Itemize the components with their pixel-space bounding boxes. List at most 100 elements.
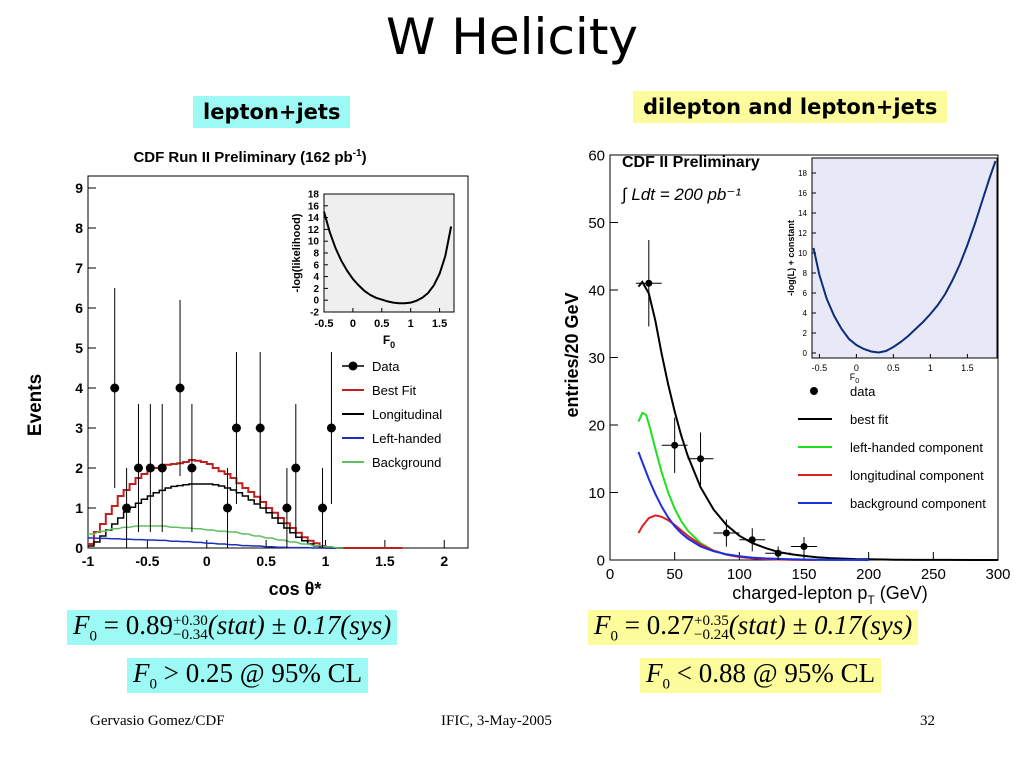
rhs-x-tick-label: 150 bbox=[791, 566, 816, 583]
rhs-x-tick-label: 200 bbox=[856, 566, 881, 583]
lhs-data-point bbox=[318, 503, 328, 513]
lhs-data-point bbox=[133, 463, 143, 473]
lhs-inset-y-tick-label: 10 bbox=[308, 237, 320, 248]
rhs-inset-y-tick-label: 16 bbox=[798, 189, 807, 198]
lhs-data-point bbox=[122, 503, 132, 513]
rhs-inset-xlabel: F0 bbox=[850, 372, 860, 385]
lhs-inset-y-tick-label: 12 bbox=[308, 225, 320, 236]
rhs-inset-x-tick-label: 0 bbox=[854, 363, 859, 373]
legend-label: best fit bbox=[850, 412, 889, 427]
lhs-data-point bbox=[231, 423, 241, 433]
legend-label: Left-handed bbox=[372, 431, 441, 446]
lhs-x-tick-label: 1.5 bbox=[375, 553, 395, 569]
lhs-y-tick-label: 7 bbox=[75, 260, 83, 276]
rhs-inset-y-tick-label: 0 bbox=[803, 349, 808, 358]
rhs-data-point bbox=[748, 536, 756, 544]
lhs-f0-limit: F0 > 0.25 @ 95% CL bbox=[127, 658, 369, 694]
lhs-likelihood-inset: -0.5 0 0.5 1 1.5-2024681012141618F0-log(like… bbox=[291, 190, 455, 350]
rhs-inset-likelihood-curve bbox=[812, 160, 997, 354]
dilepton-label: dilepton and lepton+jets bbox=[633, 91, 948, 123]
lhs-x-tick-label: 1 bbox=[322, 553, 330, 569]
rhs-chart-title: CDF II Preliminary bbox=[622, 154, 760, 171]
legend-label: Data bbox=[372, 359, 400, 374]
rhs-xlabel: charged-lepton pT (GeV) bbox=[732, 583, 927, 607]
rhs-y-tick-label: 60 bbox=[588, 147, 605, 164]
rhs-inset-y-tick-label: 10 bbox=[798, 249, 807, 258]
rhs-x-tick-label: 50 bbox=[666, 566, 683, 583]
lhs-inset-y-tick-label: 6 bbox=[313, 260, 319, 271]
lhs-inset-x-tick-label: 1 bbox=[408, 318, 414, 330]
lhs-x-tick-label: 0 bbox=[203, 553, 211, 569]
lhs-inset-xlabel: F0 bbox=[383, 333, 395, 350]
rhs-y-tick-label: 40 bbox=[588, 282, 605, 299]
lhs-ylabel: Events bbox=[25, 374, 46, 436]
lhs-inset-x-tick-label: -0.5 bbox=[315, 318, 334, 330]
rhs-data-point bbox=[645, 279, 653, 287]
lhs-inset-y-tick-label: 16 bbox=[308, 201, 320, 212]
lhs-inset-likelihood-curve bbox=[323, 211, 453, 305]
lhs-inset-y-tick-label: -2 bbox=[310, 308, 319, 319]
lhs-series-background bbox=[88, 525, 344, 549]
rhs-f0-result: F0 = 0.27 +0.35 −0.24 (stat) ± 0.17(sys) bbox=[588, 610, 919, 646]
lhs-inset-y-tick-label: 0 bbox=[313, 296, 319, 307]
lepton-jets-label: lepton+jets bbox=[193, 96, 351, 128]
lhs-inset-frame bbox=[323, 193, 455, 313]
rhs-series-best-fit bbox=[637, 280, 998, 561]
lhs-data-point bbox=[175, 383, 185, 393]
lhs-x-tick-label: 2 bbox=[440, 553, 448, 569]
rhs-x-tick-label: 300 bbox=[985, 566, 1010, 583]
rhs-x-tick-label: 100 bbox=[727, 566, 752, 583]
lhs-series-left-handed bbox=[88, 537, 344, 549]
rhs-data-point bbox=[774, 549, 782, 557]
lhs-x-tick-label: -1 bbox=[82, 553, 95, 569]
legend-data-marker bbox=[348, 361, 358, 371]
rhs-y-tick-label: 30 bbox=[588, 350, 605, 367]
rhs-y-tick-label: 10 bbox=[588, 485, 605, 502]
lhs-data-point bbox=[326, 423, 336, 433]
rhs-data-point bbox=[697, 455, 705, 463]
rhs-data-point bbox=[671, 441, 679, 449]
lhs-y-tick-label: 8 bbox=[75, 220, 83, 236]
rhs-inset-y-tick-label: 12 bbox=[798, 229, 807, 238]
lhs-data-point bbox=[255, 423, 265, 433]
legend-label: Longitudinal bbox=[372, 407, 442, 422]
rhs-y-tick-label: 20 bbox=[588, 417, 605, 434]
lhs-x-tick-label: 0.5 bbox=[256, 553, 276, 569]
lhs-chart-title: CDF Run II Preliminary (162 pb-1) bbox=[133, 148, 366, 166]
lhs-inset-x-tick-label: 1.5 bbox=[432, 318, 447, 330]
lhs-data-point bbox=[223, 503, 233, 513]
rhs-data-point bbox=[722, 529, 730, 537]
footer-event: IFIC, 3-May-2005 bbox=[441, 713, 552, 729]
lhs-inset-y-tick-label: 4 bbox=[313, 272, 319, 283]
rhs-inset-x-tick-label: 0.5 bbox=[887, 363, 900, 373]
rhs-f0-limit: F0 < 0.88 @ 95% CL bbox=[640, 658, 882, 694]
legend-label: data bbox=[850, 384, 876, 399]
legend-label: Background bbox=[372, 455, 441, 470]
rhs-x-tick-label: 0 bbox=[606, 566, 614, 583]
rhs-series-left-handed-component bbox=[637, 411, 843, 561]
lhs-data-point bbox=[157, 463, 167, 473]
rhs-inset-ylabel: -log(L) + constant bbox=[786, 220, 796, 296]
rhs-series-background-component bbox=[637, 451, 869, 561]
lhs-inset-x-tick-label: 0 bbox=[350, 318, 356, 330]
rhs-inset-y-tick-label: 4 bbox=[803, 309, 808, 318]
lhs-inset-x-tick-label: 0.5 bbox=[374, 318, 389, 330]
rhs-x-tick-label: 250 bbox=[921, 566, 946, 583]
legend-label: longitudinal component bbox=[850, 468, 984, 483]
lhs-data-point bbox=[145, 463, 155, 473]
rhs-lumi-text: ∫ Ldt = 200 pb⁻¹ bbox=[621, 185, 741, 204]
lhs-y-tick-label: 2 bbox=[75, 460, 83, 476]
lhs-y-tick-label: 0 bbox=[75, 540, 83, 556]
rhs-inset-frame bbox=[811, 157, 998, 359]
lhs-data-point bbox=[110, 383, 120, 393]
lhs-y-tick-label: 5 bbox=[75, 340, 83, 356]
slide-title: W Helicity bbox=[385, 8, 639, 66]
rhs-inset-y-tick-label: 6 bbox=[803, 289, 808, 298]
lhs-inset-y-tick-label: 2 bbox=[313, 284, 319, 295]
lhs-frame bbox=[87, 175, 469, 549]
footer-author: Gervasio Gomez/CDF bbox=[90, 713, 225, 729]
legend-label: background component bbox=[850, 496, 986, 511]
rhs-y-tick-label: 50 bbox=[588, 215, 605, 232]
